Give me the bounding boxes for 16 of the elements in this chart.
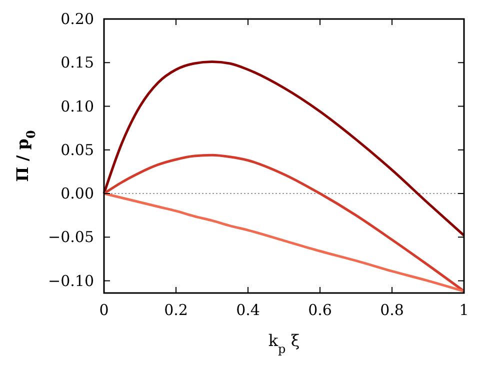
y-tick-label: 0.00 [60, 184, 94, 203]
x-axis-title: k$_{p}$ ξ [268, 331, 300, 356]
x-tick-label: 0.6 [308, 301, 332, 319]
y-tick-label: 0.05 [60, 140, 94, 159]
x-tick-label: 0.2 [164, 301, 188, 319]
line-series [102, 60, 466, 237]
y-tick-label: −0.10 [48, 272, 94, 290]
y-tick-label: 0.10 [60, 97, 94, 116]
y-tick-label: 0.20 [60, 10, 94, 28]
y-tick-label: −0.05 [48, 228, 94, 246]
x-tick-label: 0 [99, 301, 109, 319]
x-tick-label: 0.8 [380, 301, 404, 319]
line-series [102, 192, 466, 293]
x-tick-label: 0.4 [236, 301, 260, 319]
y-tick-label: 0.15 [60, 54, 94, 72]
x-tick-label: 1 [459, 301, 469, 319]
